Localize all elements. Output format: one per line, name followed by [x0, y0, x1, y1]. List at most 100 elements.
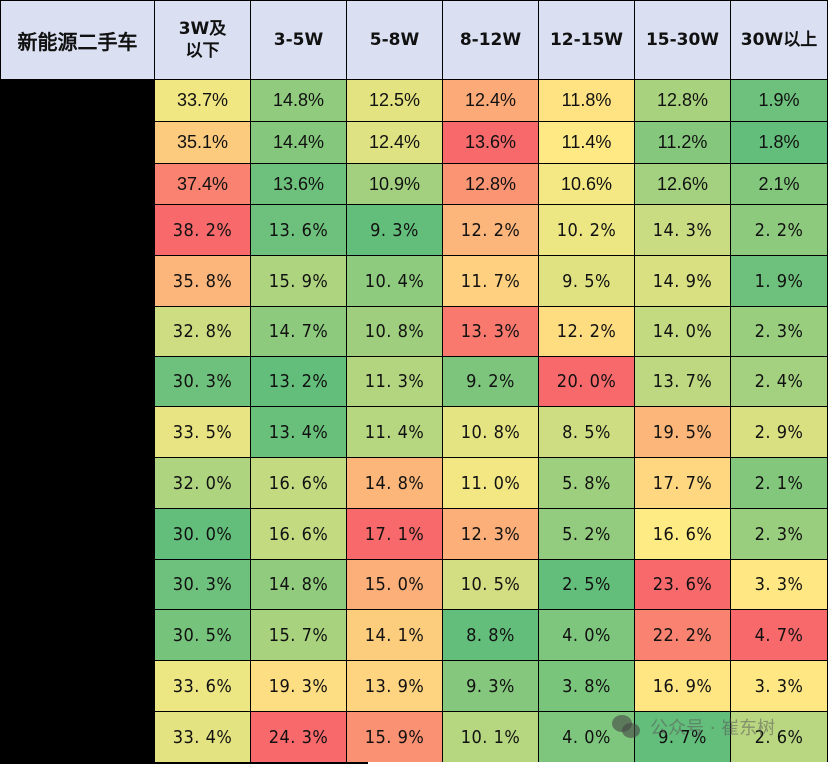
- cell-value: 2. 2%: [754, 219, 804, 241]
- heatmap-cell: 32. 8%: [155, 307, 251, 357]
- heatmap-cell: 16. 6%: [635, 509, 731, 560]
- cell-value: 10. 8%: [460, 421, 521, 443]
- column-header-label: 8-12W: [459, 30, 522, 50]
- heatmap-cell: 14. 7%: [251, 307, 347, 357]
- heatmap-cell: 9. 7%: [635, 712, 731, 763]
- cell-value: 3. 3%: [754, 574, 804, 595]
- cell-value: 38. 2%: [172, 219, 233, 241]
- cell-value: 9. 5%: [562, 270, 611, 292]
- heatmap-cell: 30. 5%: [155, 610, 251, 661]
- heatmap-cell: 14.4%: [251, 122, 347, 164]
- cell-value: 5. 2%: [562, 523, 611, 545]
- cell-value: 3. 8%: [562, 675, 611, 697]
- heatmap-cell: 11. 7%: [443, 256, 539, 307]
- cell-value: 17. 7%: [652, 472, 713, 494]
- heatmap-cell: 10.9%: [347, 164, 443, 205]
- cell-value: 1. 9%: [754, 270, 804, 292]
- cell-value: 14. 7%: [268, 321, 329, 342]
- cell-value: 30. 5%: [172, 624, 233, 646]
- cell-value: 13. 9%: [364, 675, 425, 697]
- cell-value: 14. 9%: [652, 270, 713, 292]
- corner-header: 新能源二手车: [0, 0, 155, 80]
- cell-value: 1.9%: [758, 90, 800, 110]
- cell-value: 13.6%: [464, 132, 517, 152]
- cell-value: 30. 0%: [172, 523, 233, 545]
- heatmap-cell: 12.4%: [347, 122, 443, 164]
- heatmap-cell: 1.8%: [731, 122, 828, 164]
- heatmap-cell: 11.4%: [539, 122, 635, 164]
- cell-value: 14. 3%: [652, 219, 713, 241]
- heatmap-cell: 2. 9%: [731, 407, 828, 458]
- column-header-label: 30W以上: [740, 30, 818, 50]
- heatmap-cell: 16. 9%: [635, 661, 731, 712]
- cell-value: 23. 6%: [652, 574, 713, 595]
- heatmap-cell: 2. 5%: [539, 560, 635, 610]
- heatmap-cell: 12.4%: [443, 80, 539, 122]
- cell-value: 9. 3%: [370, 219, 419, 241]
- cell-value: 9. 2%: [466, 371, 515, 392]
- column-header-label: 15-30W: [645, 30, 720, 50]
- cell-value: 2. 9%: [754, 421, 804, 443]
- heatmap-cell: 15. 9%: [347, 712, 443, 763]
- cell-value: 2. 3%: [754, 523, 804, 545]
- cell-value: 15. 0%: [364, 574, 425, 595]
- cell-value: 13. 3%: [460, 321, 521, 342]
- heatmap-cell: 1. 9%: [731, 256, 828, 307]
- column-header-label: 3W及以下: [178, 19, 227, 61]
- cell-value: 3. 3%: [754, 675, 804, 697]
- heatmap-cell: 30. 3%: [155, 357, 251, 407]
- heatmap-cell: 12. 2%: [539, 307, 635, 357]
- heatmap-cell: 13. 4%: [251, 407, 347, 458]
- cell-value: 11. 3%: [364, 371, 425, 392]
- cell-value: 12. 2%: [556, 321, 617, 342]
- cell-value: 11.2%: [657, 132, 708, 152]
- heatmap-cell: 17. 7%: [635, 458, 731, 509]
- heatmap-cell: 13.6%: [443, 122, 539, 164]
- heatmap-cell: 2. 3%: [731, 509, 828, 560]
- cell-value: 4. 0%: [562, 624, 611, 646]
- heatmap-cell: 5. 2%: [539, 509, 635, 560]
- heatmap-cell: 2. 6%: [731, 712, 828, 763]
- heatmap-cell: 9. 3%: [347, 205, 443, 256]
- heatmap-cell: 12.5%: [347, 80, 443, 122]
- heatmap-cell: 3. 3%: [731, 661, 828, 712]
- cell-value: 32. 8%: [172, 321, 233, 342]
- heatmap-cell: 14. 3%: [635, 205, 731, 256]
- cell-value: 10.9%: [368, 173, 421, 194]
- cell-value: 8. 8%: [466, 624, 515, 646]
- column-header: 12-15W: [539, 0, 635, 80]
- heatmap-cell: 5. 8%: [539, 458, 635, 509]
- heatmap-cell: 9. 2%: [443, 357, 539, 407]
- cell-value: 16. 9%: [652, 675, 713, 697]
- heatmap-cell: 30. 0%: [155, 509, 251, 560]
- cell-value: 33. 6%: [172, 675, 233, 697]
- heatmap-cell: 15. 7%: [251, 610, 347, 661]
- cell-value: 9. 3%: [466, 675, 515, 697]
- heatmap-cell: 10. 8%: [443, 407, 539, 458]
- heatmap-cell: 33. 6%: [155, 661, 251, 712]
- cell-value: 13.6%: [272, 173, 325, 194]
- heatmap-cell: 13. 9%: [347, 661, 443, 712]
- heatmap-cell: 14. 8%: [347, 458, 443, 509]
- heatmap-cell: 16. 6%: [251, 458, 347, 509]
- cell-value: 19. 3%: [268, 675, 329, 697]
- cell-value: 22. 2%: [652, 624, 713, 646]
- heatmap-cell: 11.8%: [539, 80, 635, 122]
- heatmap-cell: 13.6%: [251, 164, 347, 205]
- cell-value: 16. 6%: [268, 472, 329, 494]
- heatmap-cell: 2.1%: [731, 164, 828, 205]
- cell-value: 12.8%: [656, 90, 709, 110]
- heatmap-cell: 30. 3%: [155, 560, 251, 610]
- heatmap-cell: 38. 2%: [155, 205, 251, 256]
- cell-value: 32. 0%: [172, 472, 233, 494]
- heatmap-cell: 13. 6%: [251, 205, 347, 256]
- heatmap-cell: 20. 0%: [539, 357, 635, 407]
- cell-value: 12. 3%: [460, 523, 521, 545]
- heatmap-cell: 11. 4%: [347, 407, 443, 458]
- cell-value: 10. 1%: [460, 726, 521, 748]
- cell-value: 10.6%: [560, 173, 613, 194]
- heatmap-cell: 2. 3%: [731, 307, 828, 357]
- cell-value: 2. 5%: [562, 574, 611, 595]
- cell-value: 11. 0%: [460, 472, 521, 494]
- bottom-strip: [368, 762, 828, 764]
